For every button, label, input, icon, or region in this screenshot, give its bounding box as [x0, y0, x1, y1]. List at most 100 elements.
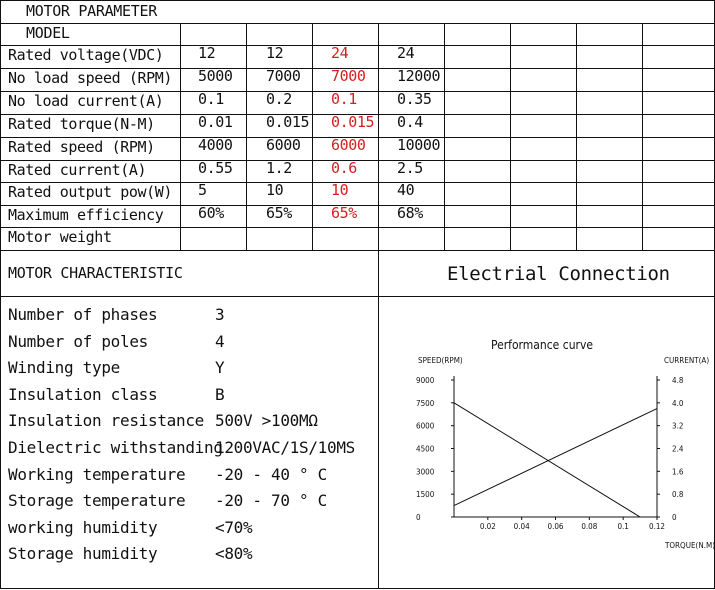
x-tick-label: 0.12: [649, 522, 665, 531]
row-rule: [0, 114, 715, 115]
param-value: 10: [331, 181, 349, 199]
x-tick-label: 0.04: [514, 522, 530, 531]
x-tick-label: 0.08: [581, 522, 597, 531]
section-divider: [378, 250, 379, 589]
column-rule: [180, 23, 181, 250]
y-tick-label: 3000: [416, 467, 435, 476]
characteristic-value: B: [215, 384, 225, 404]
row-rule: [0, 68, 715, 69]
y-tick-label: 9000: [416, 376, 435, 385]
param-value: 65%: [266, 204, 292, 222]
param-value: 12: [198, 44, 216, 62]
row-rule: [0, 45, 715, 46]
row-rule: [0, 205, 715, 206]
param-value: 60%: [198, 204, 224, 222]
row-rule: [0, 182, 715, 183]
connection-title: Electrial Connection: [447, 263, 670, 285]
page-title: MOTOR PARAMETER: [26, 2, 157, 20]
param-value: 65%: [331, 204, 357, 222]
x-axis-label: TORQUE(N.M): [664, 541, 715, 550]
param-value: 10: [266, 181, 284, 199]
characteristic-label: Winding type: [8, 358, 120, 378]
param-value: 6000: [266, 136, 301, 154]
y2-tick-label: 1.6: [672, 467, 684, 476]
characteristic-value: <80%: [215, 544, 253, 564]
param-label: Rated output pow(W): [8, 183, 172, 201]
characteristic-value: -20 - 40 ° C: [215, 464, 327, 484]
param-value: 40: [397, 181, 415, 199]
bottom-rule: [0, 588, 715, 589]
characteristic-title: MOTOR CHARACTERISTIC: [8, 264, 183, 282]
param-value: 0.1: [331, 90, 357, 108]
performance-chart: Performance curve SPEED(RPM) CURRENT(A) TOR…: [416, 338, 715, 550]
param-value: 0.015: [331, 113, 375, 131]
param-value: 5000: [198, 67, 233, 85]
characteristic-label: Number of phases: [8, 305, 158, 324]
param-value: 24: [331, 44, 349, 62]
characteristic-label: Storage humidity: [8, 544, 158, 564]
characteristic-value: 3: [215, 305, 225, 324]
characteristic-value: -20 - 70 ° C: [215, 491, 327, 511]
param-label: Rated voltage(VDC): [8, 46, 164, 64]
column-rule: [576, 23, 577, 250]
y-tick-label: 0: [416, 513, 421, 522]
y2-axis-label: CURRENT(A): [664, 356, 709, 365]
section-rule: [0, 296, 715, 297]
param-label: Motor weight: [8, 228, 112, 246]
param-value: 0.35: [397, 90, 432, 108]
param-value: 12: [266, 44, 284, 62]
param-label: Rated torque(N-M): [8, 115, 155, 133]
row-rule: [0, 137, 715, 138]
characteristic-label: Insulation resistance: [8, 411, 204, 431]
column-rule: [378, 23, 379, 250]
current-curve-line: [453, 408, 658, 507]
column-rule: [510, 23, 511, 250]
row-rule: [0, 160, 715, 161]
param-value: 5: [198, 181, 207, 199]
characteristic-label: Working temperature: [8, 464, 186, 484]
param-value: 6000: [331, 136, 366, 154]
characteristic-label: Number of poles: [8, 331, 148, 351]
characteristic-value: 4: [215, 331, 225, 351]
model-label: MODEL: [26, 24, 70, 42]
column-rule: [444, 23, 445, 250]
row-rule: [0, 227, 715, 228]
y-tick-label: 1500: [416, 490, 435, 499]
y-tick-label: 7500: [416, 399, 435, 408]
characteristic-value: 500V >100MΩ: [215, 411, 318, 431]
characteristic-value: Y: [215, 358, 225, 378]
param-value: 0.6: [331, 159, 357, 177]
param-label: Rated current(A): [8, 161, 147, 179]
param-value: 0.015: [266, 113, 310, 131]
param-value: 0.2: [266, 90, 292, 108]
param-value: 0.1: [198, 90, 224, 108]
param-value: 24: [397, 44, 415, 62]
characteristic-value: 1200VAC/1S/10MS: [215, 438, 355, 457]
param-value: 10000: [397, 136, 441, 154]
column-rule: [312, 23, 313, 250]
y2-tick-label: 3.2: [672, 422, 683, 431]
characteristic-label: Insulation class: [8, 384, 158, 404]
param-label: Maximum efficiency: [8, 206, 164, 224]
characteristic-label: Storage temperature: [8, 491, 186, 511]
characteristic-label: Dielectric withstanding: [8, 438, 223, 457]
param-value: 0.55: [198, 159, 233, 177]
chart-title: Performance curve: [491, 338, 593, 352]
row-rule: [0, 23, 715, 24]
characteristic-label: working humidity: [8, 517, 158, 537]
column-rule: [642, 23, 643, 250]
param-value: 68%: [397, 204, 423, 222]
param-label: Rated speed (RPM): [8, 138, 155, 156]
x-tick-label: 0.02: [480, 522, 496, 531]
param-value: 4000: [198, 136, 233, 154]
param-value: 0.4: [397, 113, 423, 131]
y-tick-label: 6000: [416, 422, 435, 431]
param-label: No load current(A): [8, 92, 164, 110]
x-tick-label: 0.06: [547, 522, 563, 531]
y2-tick-label: 4.0: [672, 399, 684, 408]
param-value: 7000: [331, 67, 366, 85]
y-axis-label: SPEED(RPM): [418, 356, 463, 365]
param-label: No load speed (RPM): [8, 69, 172, 87]
row-rule: [0, 250, 715, 251]
